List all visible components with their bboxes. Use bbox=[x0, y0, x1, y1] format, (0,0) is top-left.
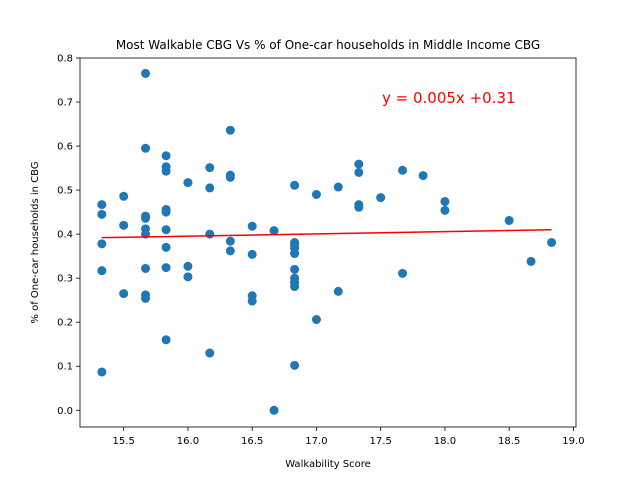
scatter-point-64 bbox=[398, 268, 408, 278]
scatter-point-27 bbox=[183, 261, 193, 271]
scatter-point-29 bbox=[205, 163, 215, 173]
scatter-point-3 bbox=[97, 266, 107, 276]
scatter-point-61 bbox=[354, 202, 364, 212]
y-axis-label: % of One-car households in CBG bbox=[30, 161, 41, 323]
scatter-point-63 bbox=[398, 165, 408, 175]
scatter-point-26 bbox=[183, 178, 193, 188]
scatter-point-38 bbox=[247, 221, 257, 231]
scatter-point-59 bbox=[354, 167, 364, 177]
scatter-point-21 bbox=[161, 207, 171, 217]
x-axis-ticks: 15.5 16.0 16.5 17.0 17.5 18.0 18.5 19.0 bbox=[113, 427, 585, 447]
x-tick-label: 19.0 bbox=[562, 436, 584, 447]
scatter-point-19 bbox=[161, 166, 171, 176]
scatter-point-70 bbox=[547, 238, 557, 247]
scatter-point-32 bbox=[205, 348, 215, 358]
scatter-point-7 bbox=[119, 289, 129, 299]
x-tick-label: 18.0 bbox=[434, 436, 456, 447]
scatter-point-25 bbox=[161, 335, 171, 345]
scatter-point-58 bbox=[354, 159, 364, 169]
scatter-point-37 bbox=[225, 246, 235, 256]
scatter-point-54 bbox=[311, 190, 321, 199]
scatter-point-65 bbox=[418, 171, 428, 181]
scatter-point-31 bbox=[205, 229, 215, 239]
scatter-point-5 bbox=[119, 191, 129, 201]
scatter-point-35 bbox=[225, 172, 235, 182]
scatter-point-68 bbox=[504, 215, 514, 225]
scatter-point-17 bbox=[161, 151, 171, 161]
scatter-point-2 bbox=[97, 239, 107, 249]
scatter-point-48 bbox=[290, 249, 300, 259]
y-tick-label: 0.2 bbox=[57, 318, 73, 329]
y-tick-label: 0.3 bbox=[57, 274, 73, 285]
scatter-point-49 bbox=[290, 264, 300, 274]
chart-title: Most Walkable CBG Vs % of One-car househ… bbox=[116, 38, 540, 52]
scatter-point-62 bbox=[376, 193, 386, 203]
scatter-point-69 bbox=[526, 256, 536, 266]
x-tick-label: 16.0 bbox=[177, 436, 199, 447]
y-tick-label: 0.7 bbox=[57, 98, 73, 109]
y-tick-label: 0.0 bbox=[57, 406, 73, 417]
scatter-point-14 bbox=[141, 263, 151, 273]
plot-area bbox=[97, 68, 557, 415]
y-axis-ticks: 0.0 0.1 0.2 0.3 0.4 0.5 0.6 0.7 0.8 bbox=[57, 54, 80, 417]
y-tick-label: 0.6 bbox=[57, 142, 73, 153]
scatter-point-16 bbox=[141, 293, 151, 303]
scatter-point-33 bbox=[225, 125, 235, 135]
scatter-point-23 bbox=[161, 242, 171, 252]
scatter-point-42 bbox=[269, 226, 279, 236]
scatter-point-30 bbox=[205, 183, 215, 193]
scatter-point-24 bbox=[161, 263, 171, 273]
y-tick-label: 0.1 bbox=[57, 362, 73, 373]
scatter-point-44 bbox=[290, 180, 300, 190]
axes-frame bbox=[79, 57, 577, 428]
y-tick-label: 0.4 bbox=[57, 230, 73, 241]
scatter-point-55 bbox=[311, 315, 321, 325]
scatter-point-57 bbox=[333, 286, 343, 296]
scatter-point-6 bbox=[119, 220, 129, 230]
scatter-point-36 bbox=[225, 236, 235, 246]
scatter-point-41 bbox=[247, 296, 257, 306]
scatter-point-0 bbox=[97, 200, 107, 210]
scatter-point-67 bbox=[440, 205, 450, 215]
x-tick-label: 17.5 bbox=[370, 436, 392, 447]
x-tick-label: 18.5 bbox=[498, 436, 520, 447]
scatter-point-39 bbox=[247, 249, 257, 259]
x-axis-label: Walkability Score bbox=[285, 459, 371, 470]
scatter-point-66 bbox=[440, 197, 450, 207]
scatter-point-11 bbox=[141, 213, 151, 223]
scatter-point-52 bbox=[290, 282, 300, 292]
x-tick-label: 16.5 bbox=[241, 436, 263, 447]
y-tick-label: 0.8 bbox=[57, 54, 73, 65]
scatter-point-1 bbox=[97, 209, 107, 219]
scatter-point-43 bbox=[269, 405, 279, 415]
scatter-point-53 bbox=[290, 360, 300, 370]
scatter-point-4 bbox=[97, 367, 107, 377]
scatter-point-8 bbox=[141, 68, 151, 78]
y-tick-label: 0.5 bbox=[57, 186, 73, 197]
scatter-point-56 bbox=[333, 182, 343, 192]
scatter-point-28 bbox=[183, 272, 193, 282]
trend-line bbox=[101, 228, 552, 239]
scatter-point-22 bbox=[161, 225, 171, 235]
regression-equation: y = 0.005x +0.31 bbox=[382, 89, 516, 107]
x-tick-label: 15.5 bbox=[113, 436, 135, 447]
scatter-point-9 bbox=[141, 143, 151, 153]
x-tick-label: 17.0 bbox=[305, 436, 327, 447]
